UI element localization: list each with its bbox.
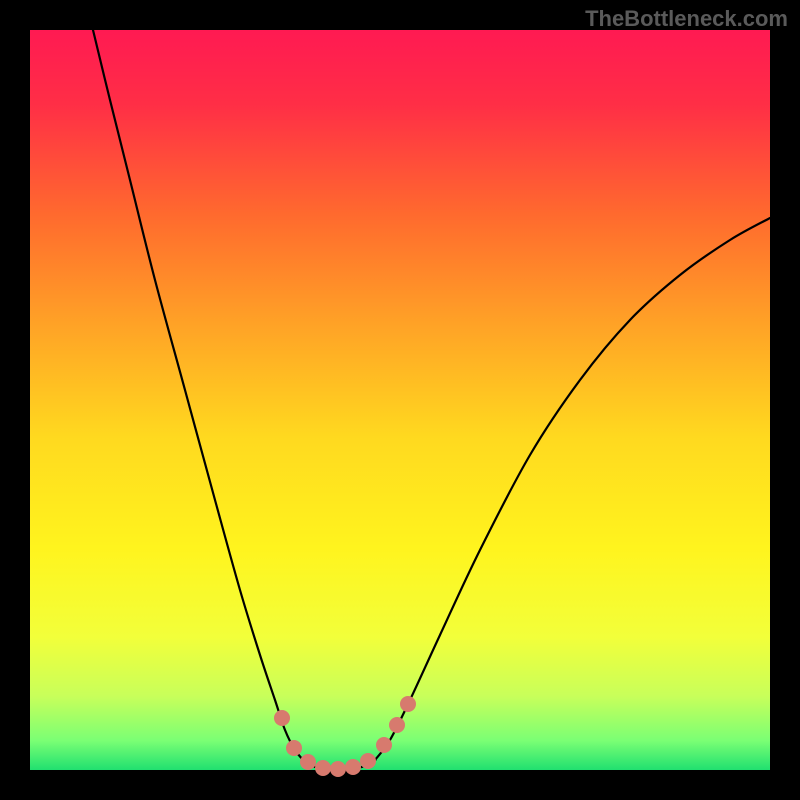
data-marker bbox=[345, 759, 361, 775]
data-marker bbox=[389, 717, 405, 733]
data-marker bbox=[330, 761, 346, 777]
site-watermark: TheBottleneck.com bbox=[585, 6, 788, 32]
data-marker bbox=[315, 760, 331, 776]
data-marker bbox=[400, 696, 416, 712]
plot-area bbox=[30, 30, 770, 770]
bottleneck-chart bbox=[0, 0, 800, 800]
data-marker bbox=[300, 754, 316, 770]
data-marker bbox=[376, 737, 392, 753]
data-marker bbox=[360, 753, 376, 769]
data-marker bbox=[274, 710, 290, 726]
data-marker bbox=[286, 740, 302, 756]
